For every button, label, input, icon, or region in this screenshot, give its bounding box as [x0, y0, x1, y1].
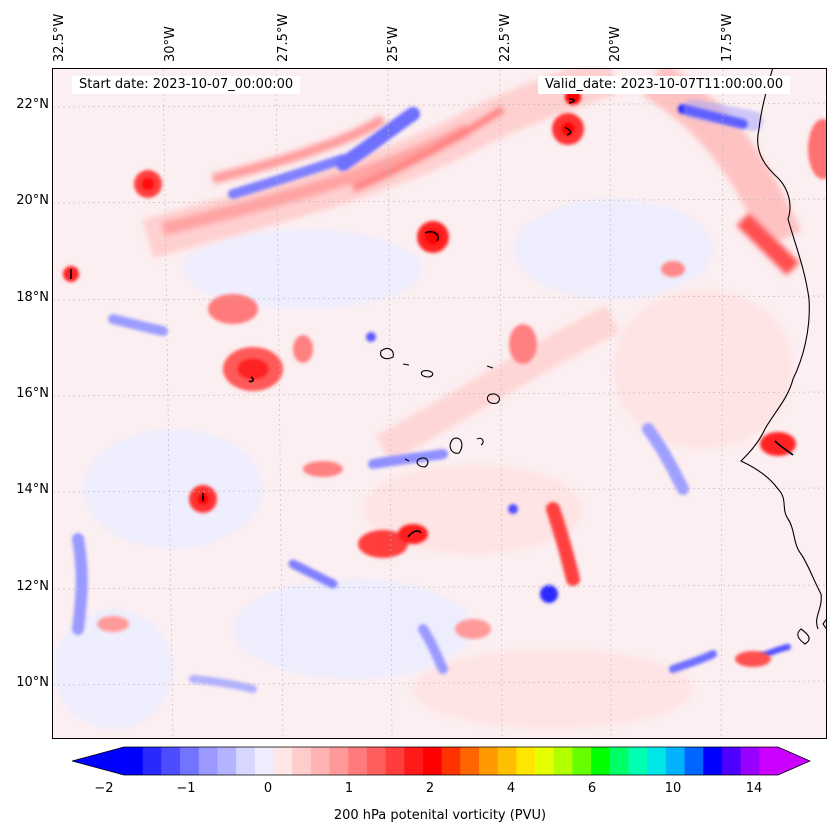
coastlines — [380, 69, 826, 645]
graticule — [53, 69, 826, 738]
lat-label: 16°N — [16, 386, 49, 401]
colorbar-segment — [385, 747, 405, 775]
lon-label: 17.5°W — [720, 13, 735, 62]
lat-label: 12°N — [16, 579, 49, 594]
colorbar-segment — [422, 747, 443, 775]
colorbar-segment — [684, 747, 704, 775]
colorbar-segment — [591, 747, 611, 775]
map-panel — [52, 68, 827, 739]
lon-label: 32.5°W — [52, 13, 67, 62]
lon-label: 22.5°W — [498, 13, 513, 62]
colorbar-segment — [497, 747, 517, 775]
colorbar-title: 200 hPa potenital vorticity (PVU) — [333, 808, 547, 823]
colorbar-segment — [254, 747, 274, 775]
colorbar-tick-label: −2 — [94, 781, 114, 796]
colorbar-segment — [217, 747, 237, 775]
colorbar-segment — [180, 747, 200, 775]
colorbar-tick-label: 6 — [587, 781, 597, 796]
lon-label: 25°W — [386, 26, 401, 62]
colorbar-segment — [348, 747, 368, 775]
lon-label: 27.5°W — [276, 13, 291, 62]
lat-label: 18°N — [16, 290, 49, 305]
colorbar-max-extension — [778, 747, 810, 775]
colorbar-tick-label: 4 — [506, 781, 516, 796]
lon-label: 30°W — [163, 26, 178, 62]
colorbar-segment — [703, 747, 723, 775]
colorbar-tick-label: 2 — [425, 781, 435, 796]
colorbar-tick-label: 10 — [664, 781, 682, 796]
colorbar-segment — [647, 747, 667, 775]
colorbar-tick-label: 1 — [344, 781, 354, 796]
valid-date-label: Valid_date: 2023-10-07T11:00:00.00 — [538, 76, 791, 94]
colorbar-segment — [404, 747, 424, 775]
colorbar-segment — [292, 747, 312, 775]
colorbar-segment — [142, 747, 162, 775]
vorticity-field — [53, 69, 826, 738]
colorbar-tick-label: −1 — [176, 781, 196, 796]
colorbar-segment — [479, 747, 499, 775]
colorbar-segment — [310, 747, 331, 775]
colorbar-segment — [665, 747, 686, 775]
colorbar-min-extension — [72, 747, 124, 775]
colorbar-segment — [329, 747, 349, 775]
colorbar-segment — [740, 747, 760, 775]
colorbar-tick-label: 14 — [745, 781, 763, 796]
colorbar-segment — [721, 747, 742, 775]
lat-label: 20°N — [16, 193, 49, 208]
lon-label: 20°W — [608, 26, 623, 62]
colorbar-segment — [553, 747, 573, 775]
lat-label: 10°N — [16, 675, 49, 690]
colorbar-segment — [609, 747, 630, 775]
colorbar-segment — [572, 747, 592, 775]
light-field — [53, 69, 826, 738]
colorbar-segment — [535, 747, 555, 775]
positive-pv-areas — [63, 89, 826, 667]
pv-contours — [70, 98, 794, 538]
colorbar-segment — [628, 747, 648, 775]
start-date-label: Start date: 2023-10-07_00:00:00 — [72, 76, 301, 94]
colorbar-segment — [516, 747, 536, 775]
lat-label: 22°N — [16, 97, 49, 112]
colorbar-outline — [70, 746, 811, 776]
lat-label: 14°N — [16, 482, 49, 497]
colorbar-segment — [366, 747, 387, 775]
colorbar-segment — [124, 747, 144, 775]
colorbar-segment — [198, 747, 218, 775]
colorbar-segment — [236, 747, 256, 775]
colorbar-tick-label: 0 — [263, 781, 273, 796]
colorbar-segment — [759, 747, 779, 775]
negative-pv-areas — [72, 99, 791, 693]
colorbar-segment — [441, 747, 461, 775]
colorbar-segment — [273, 747, 293, 775]
colorbar-segment — [161, 747, 181, 775]
colorbar-scale — [70, 746, 811, 776]
colorbar-segment — [460, 747, 480, 775]
colorbar — [70, 745, 812, 781]
